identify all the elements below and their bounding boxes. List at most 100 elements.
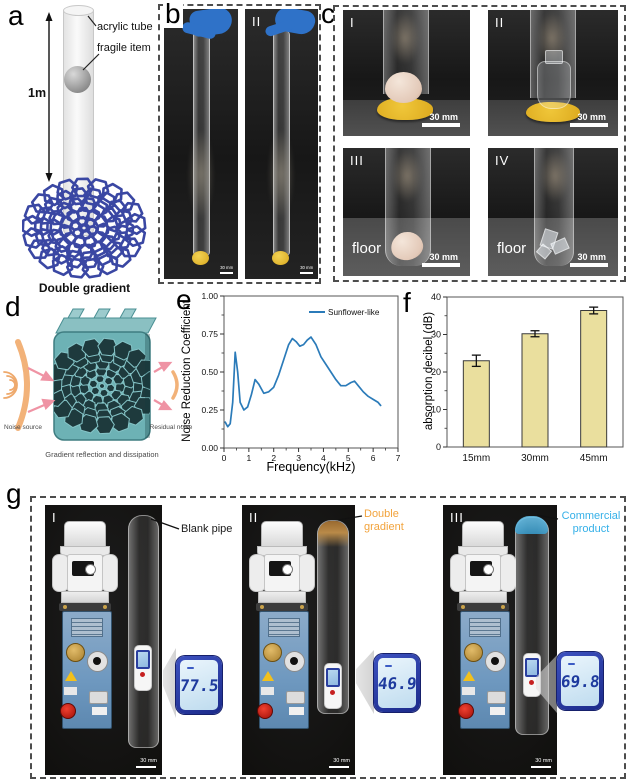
svg-text:4: 4 — [321, 453, 326, 463]
svg-text:0.00: 0.00 — [201, 443, 218, 453]
svg-text:0: 0 — [222, 453, 227, 463]
tube-reflection — [188, 129, 214, 219]
drop-tube — [193, 31, 210, 256]
panel-e-label: e — [176, 284, 192, 315]
drop-height-label: 1m — [28, 86, 47, 100]
svg-text:Sunflower-like: Sunflower-like — [328, 308, 380, 317]
lcd-display-1: 77.5 — [176, 656, 222, 714]
test-pipe — [515, 516, 549, 735]
panel-g-photo-2: II 30 mm — [242, 505, 355, 775]
pump-device — [52, 521, 118, 729]
scalebar — [531, 765, 551, 768]
svg-text:10: 10 — [431, 405, 441, 415]
fragile-item-ball — [64, 66, 91, 93]
pump-device — [249, 521, 315, 729]
scalebar-text: 30 mm — [299, 265, 313, 271]
panel-c-photo-4: floor IV 30 mm — [488, 148, 618, 276]
noise-source-label: Noise source — [4, 424, 42, 431]
blank-pipe-label: Blank pipe — [181, 523, 233, 535]
svg-text:45mm: 45mm — [580, 453, 608, 464]
scalebar-text: 30 mm — [140, 758, 157, 764]
photo-tag: III — [450, 510, 464, 525]
svg-text:3: 3 — [296, 453, 301, 463]
svg-text:6: 6 — [371, 453, 376, 463]
svg-text:0.50: 0.50 — [201, 367, 218, 377]
panel-a-annotation-lines — [45, 12, 100, 182]
scalebar — [422, 123, 460, 127]
svg-text:15mm: 15mm — [462, 453, 490, 464]
scalebar-text: 30 mm — [577, 112, 606, 122]
photo-tag: I — [350, 15, 355, 30]
scalebar — [300, 272, 313, 274]
test-pipe — [128, 515, 159, 748]
scalebar — [329, 765, 349, 768]
lcd-display-2: 46.9 — [374, 654, 420, 712]
e-y-axis-label: Noise Reduction Coefficient — [181, 300, 193, 442]
panel-c-box — [333, 5, 626, 282]
panel-d-caption: Gradient reflection and dissipation — [45, 450, 159, 459]
svg-text:7: 7 — [396, 453, 401, 463]
lcd-display-3: 69.8 — [557, 652, 603, 710]
e-x-axis-label: Frequency(kHz) — [266, 460, 356, 474]
svg-text:0.75: 0.75 — [201, 329, 218, 339]
photo-tag: II — [495, 15, 505, 30]
panel-g-photo-1: I 30 mm — [45, 505, 162, 775]
tube-reflection — [540, 150, 570, 202]
f-y-axis-label: absorption decibel (dB) — [423, 311, 435, 431]
svg-text:0: 0 — [436, 442, 441, 452]
scalebar — [570, 123, 608, 127]
scalebar — [136, 765, 156, 768]
sound-meter — [134, 645, 152, 691]
egg — [385, 72, 422, 103]
scalebar-text: 30 mm — [333, 758, 350, 764]
svg-text:0.25: 0.25 — [201, 405, 218, 415]
panel-b-photo-2: II 30 mm — [245, 9, 318, 279]
reading-value: 77.5 — [178, 675, 220, 695]
reading-value: 69.8 — [559, 671, 601, 691]
panel-b-photo-1: I 30 mm — [164, 9, 238, 279]
cushion — [526, 102, 580, 122]
svg-text:1.00: 1.00 — [201, 292, 218, 301]
egg-yolk — [272, 251, 289, 265]
svg-text:30: 30 — [431, 330, 441, 340]
sound-meter — [324, 663, 342, 709]
panel-d-label: d — [5, 291, 21, 322]
photo-tag: III — [350, 153, 364, 168]
svg-text:2: 2 — [271, 453, 276, 463]
acrylic-tube-label: acrylic tube — [97, 21, 153, 33]
commercial-product-label: Commercial product — [561, 510, 621, 536]
absorption-bar-chart: 0 10 20 30 40 15mm 30mm 45mm — [431, 292, 624, 464]
commercial-product-cap — [515, 516, 548, 534]
panel-c-label: c — [321, 0, 335, 29]
panel-c-photo-1: I 30 mm — [343, 10, 470, 136]
photo-tag: II — [249, 510, 259, 525]
tube-reflection — [392, 150, 422, 202]
double-gradient-sample — [318, 521, 348, 547]
svg-text:40: 40 — [431, 292, 441, 302]
residual-noise-label: Residual noise — [149, 424, 193, 431]
floor-label: floor — [497, 240, 527, 257]
scalebar-text: 30 mm — [577, 252, 606, 262]
drop-tube — [273, 31, 290, 256]
panel-g-label: g — [6, 478, 22, 509]
photo-tag: II — [252, 14, 262, 29]
panel-a-label: a — [8, 0, 24, 31]
svg-text:20: 20 — [431, 367, 441, 377]
acoustic-block-diagram — [3, 308, 179, 441]
honeycomb-structure — [22, 177, 147, 279]
panel-b-label: b — [163, 0, 183, 29]
cushion — [377, 98, 433, 120]
scalebar-text: 30 mm — [219, 265, 233, 271]
tube-reflection — [268, 129, 294, 219]
panel-f-label: f — [403, 287, 411, 318]
egg-yolk — [192, 251, 209, 265]
photo-tag: I — [52, 510, 57, 525]
panel-c-photo-2: II 30 mm — [488, 10, 618, 136]
fragile-item-label: fragile item — [97, 42, 151, 54]
scalebar-text: 30 mm — [429, 112, 458, 122]
scalebar — [220, 272, 233, 274]
test-pipe — [317, 520, 349, 714]
panel-g-box — [30, 496, 626, 779]
panel-g-photo-3: III 30 mm — [443, 505, 557, 775]
